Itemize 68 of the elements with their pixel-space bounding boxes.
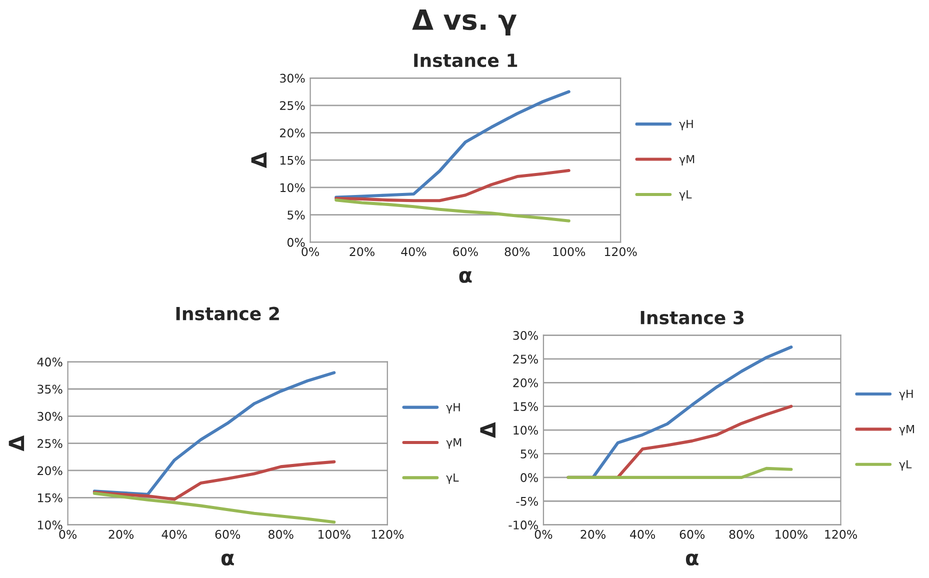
y-tick-label: 20% [513, 378, 538, 388]
line-series [92, 492, 336, 524]
y-axis-title: Δ [251, 152, 267, 168]
legend-label: γH [899, 390, 913, 400]
y-tick-label: 40% [37, 358, 62, 366]
y-tick-label: 30% [38, 412, 62, 421]
legend-label: γL [446, 473, 459, 484]
y-tick-label: 20% [38, 466, 62, 476]
line-series [334, 90, 570, 199]
x-tick-label: 20% [108, 530, 134, 539]
x-tick-label: 20% [350, 247, 374, 256]
y-tick-label: 5% [288, 210, 305, 220]
y-tick-label: 15% [514, 402, 538, 411]
y-tick-label: -5% [516, 496, 538, 506]
line-series [92, 460, 336, 501]
x-tick-label: 0% [534, 530, 552, 539]
x-tick-label: 80% [504, 247, 530, 256]
legend-label: γM [899, 424, 914, 436]
x-tick-label: 100% [553, 247, 586, 256]
x-tick-label: 60% [680, 530, 705, 539]
x-tick-label: 100% [776, 530, 808, 539]
legend-label: γL [679, 190, 692, 201]
legend-label: γL [899, 460, 912, 471]
y-tick-label: 25% [38, 439, 62, 448]
chart-subtitle: Instance 1 [414, 54, 518, 68]
x-tick-label: 120% [372, 530, 404, 539]
x-axis-title: α [221, 554, 234, 566]
y-tick-label: 15% [280, 156, 305, 165]
x-tick-label: 100% [318, 530, 350, 539]
y-tick-label: 25% [280, 101, 305, 110]
y-tick-label: -10% [508, 520, 538, 530]
y-axis-title: Δ [480, 422, 496, 438]
x-tick-label: 80% [268, 530, 294, 539]
y-axis-title: Δ [8, 435, 24, 452]
x-tick-label: 0% [302, 247, 319, 256]
y-tick-label: 15% [38, 493, 62, 502]
chart-title: Instance 3 [640, 310, 744, 324]
x-tick-label: 40% [401, 247, 426, 256]
line-series [334, 168, 570, 202]
x-axis-title: α [459, 270, 472, 283]
x-tick-label: 0% [59, 530, 77, 539]
y-tick-label: 0% [287, 238, 305, 247]
y-tick-label: 30% [513, 330, 538, 340]
y-tick-label: 30% [280, 74, 305, 83]
y-tick-label: 0% [520, 473, 538, 482]
x-tick-label: 40% [162, 530, 187, 539]
y-tick-label: 10% [38, 520, 62, 530]
y-tick-label: 10% [280, 183, 305, 192]
y-tick-label: 20% [280, 128, 305, 138]
y-tick-label: 35% [38, 384, 62, 394]
line-series [334, 198, 570, 222]
legend-label: γH [446, 403, 460, 414]
x-tick-label: 60% [215, 530, 240, 539]
x-tick-label: 20% [580, 530, 606, 539]
x-axis-title: α [686, 554, 698, 566]
legend-label: γM [446, 438, 462, 449]
legend-label: γH [679, 120, 693, 130]
chart-title: Instance 2 [176, 306, 279, 320]
chart-title: Δ vs. γ [412, 10, 517, 36]
y-tick-label: 25% [513, 354, 538, 364]
legend-label: γM [679, 155, 694, 166]
x-tick-label: 40% [630, 530, 656, 539]
y-tick-label: 10% [514, 426, 538, 435]
y-tick-label: 5% [520, 449, 538, 458]
x-tick-label: 120% [604, 247, 637, 256]
x-tick-label: 120% [825, 530, 857, 539]
x-tick-label: 80% [729, 530, 754, 539]
x-tick-label: 60% [453, 247, 478, 256]
